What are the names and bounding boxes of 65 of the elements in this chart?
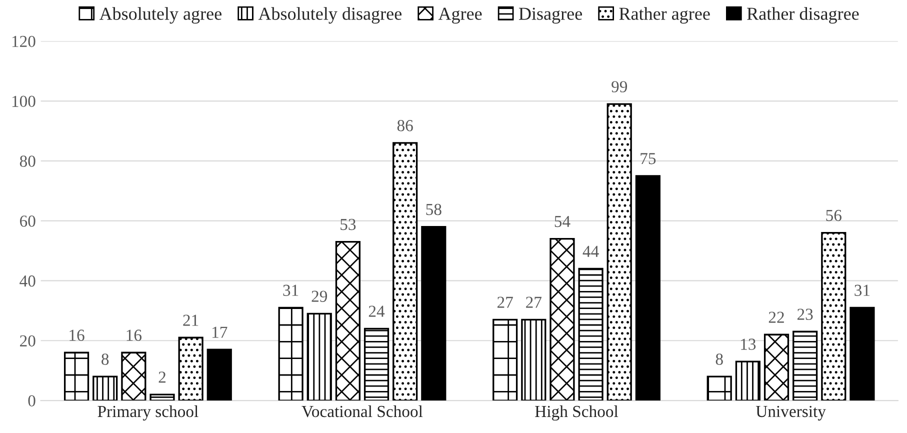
y-tick-label: 120 xyxy=(12,36,36,48)
data-label: 58 xyxy=(426,204,442,216)
bar xyxy=(121,352,146,401)
data-label: 2 xyxy=(158,372,166,383)
legend-label: Absolutely agree xyxy=(99,7,222,24)
y-tick-label: 80 xyxy=(20,156,36,167)
bar xyxy=(150,394,175,401)
bar xyxy=(92,376,118,401)
data-label: 31 xyxy=(854,284,870,296)
bar xyxy=(306,312,332,401)
data-label: 16 xyxy=(70,330,84,341)
bar xyxy=(635,175,660,401)
data-label: 56 xyxy=(826,210,842,222)
bar xyxy=(278,306,304,401)
bar xyxy=(606,103,632,401)
data-label: 8 xyxy=(716,354,723,365)
data-label: 31 xyxy=(283,284,298,296)
y-tick-label: 60 xyxy=(20,216,36,227)
legend-label: Disagree xyxy=(518,8,582,24)
data-label: 86 xyxy=(397,120,413,132)
data-label: 29 xyxy=(312,290,328,302)
legend-label: Rather agree xyxy=(619,7,710,24)
bar xyxy=(178,336,204,401)
data-label: 27 xyxy=(526,296,542,308)
x-tick-label: Primary school xyxy=(98,405,198,421)
bar xyxy=(64,352,90,401)
x-tick-label: University xyxy=(756,406,826,420)
y-tick-label: 20 xyxy=(20,335,36,347)
data-label: 53 xyxy=(340,218,356,230)
bar xyxy=(392,142,418,401)
data-label: 22 xyxy=(768,312,784,323)
bar xyxy=(764,334,790,401)
data-label: 21 xyxy=(183,314,198,326)
y-tick-label: 40 xyxy=(20,275,36,287)
data-label: 27 xyxy=(497,296,513,308)
y-tick-label: 100 xyxy=(12,96,36,107)
y-tick-label: 0 xyxy=(28,395,36,406)
data-label: 16 xyxy=(126,330,142,341)
legend-label: Rather disagree xyxy=(747,7,859,24)
data-label: 13 xyxy=(741,338,756,350)
bar xyxy=(364,328,390,401)
bar xyxy=(850,306,875,401)
bar xyxy=(521,318,546,401)
x-tick-label: Vocational School xyxy=(302,405,423,418)
x-tick-label: High School xyxy=(535,405,618,421)
data-label: 54 xyxy=(554,216,570,228)
data-label: 44 xyxy=(582,246,599,257)
data-label: 17 xyxy=(212,326,228,338)
bar xyxy=(550,238,575,401)
bar xyxy=(492,318,518,401)
bar xyxy=(578,268,604,401)
data-label: 8 xyxy=(102,354,109,365)
bar xyxy=(206,348,232,401)
bar xyxy=(821,232,846,401)
bar xyxy=(335,240,360,401)
data-label: 24 xyxy=(368,306,385,317)
data-label: 99 xyxy=(612,81,628,92)
bar xyxy=(735,360,760,401)
bar xyxy=(792,330,818,401)
legend-label: Absolutely disagree xyxy=(258,7,402,24)
data-label: 75 xyxy=(640,153,656,164)
bar xyxy=(421,226,446,401)
data-label: 23 xyxy=(797,308,813,320)
legend-label: Agree xyxy=(438,8,482,24)
bar xyxy=(706,376,732,401)
